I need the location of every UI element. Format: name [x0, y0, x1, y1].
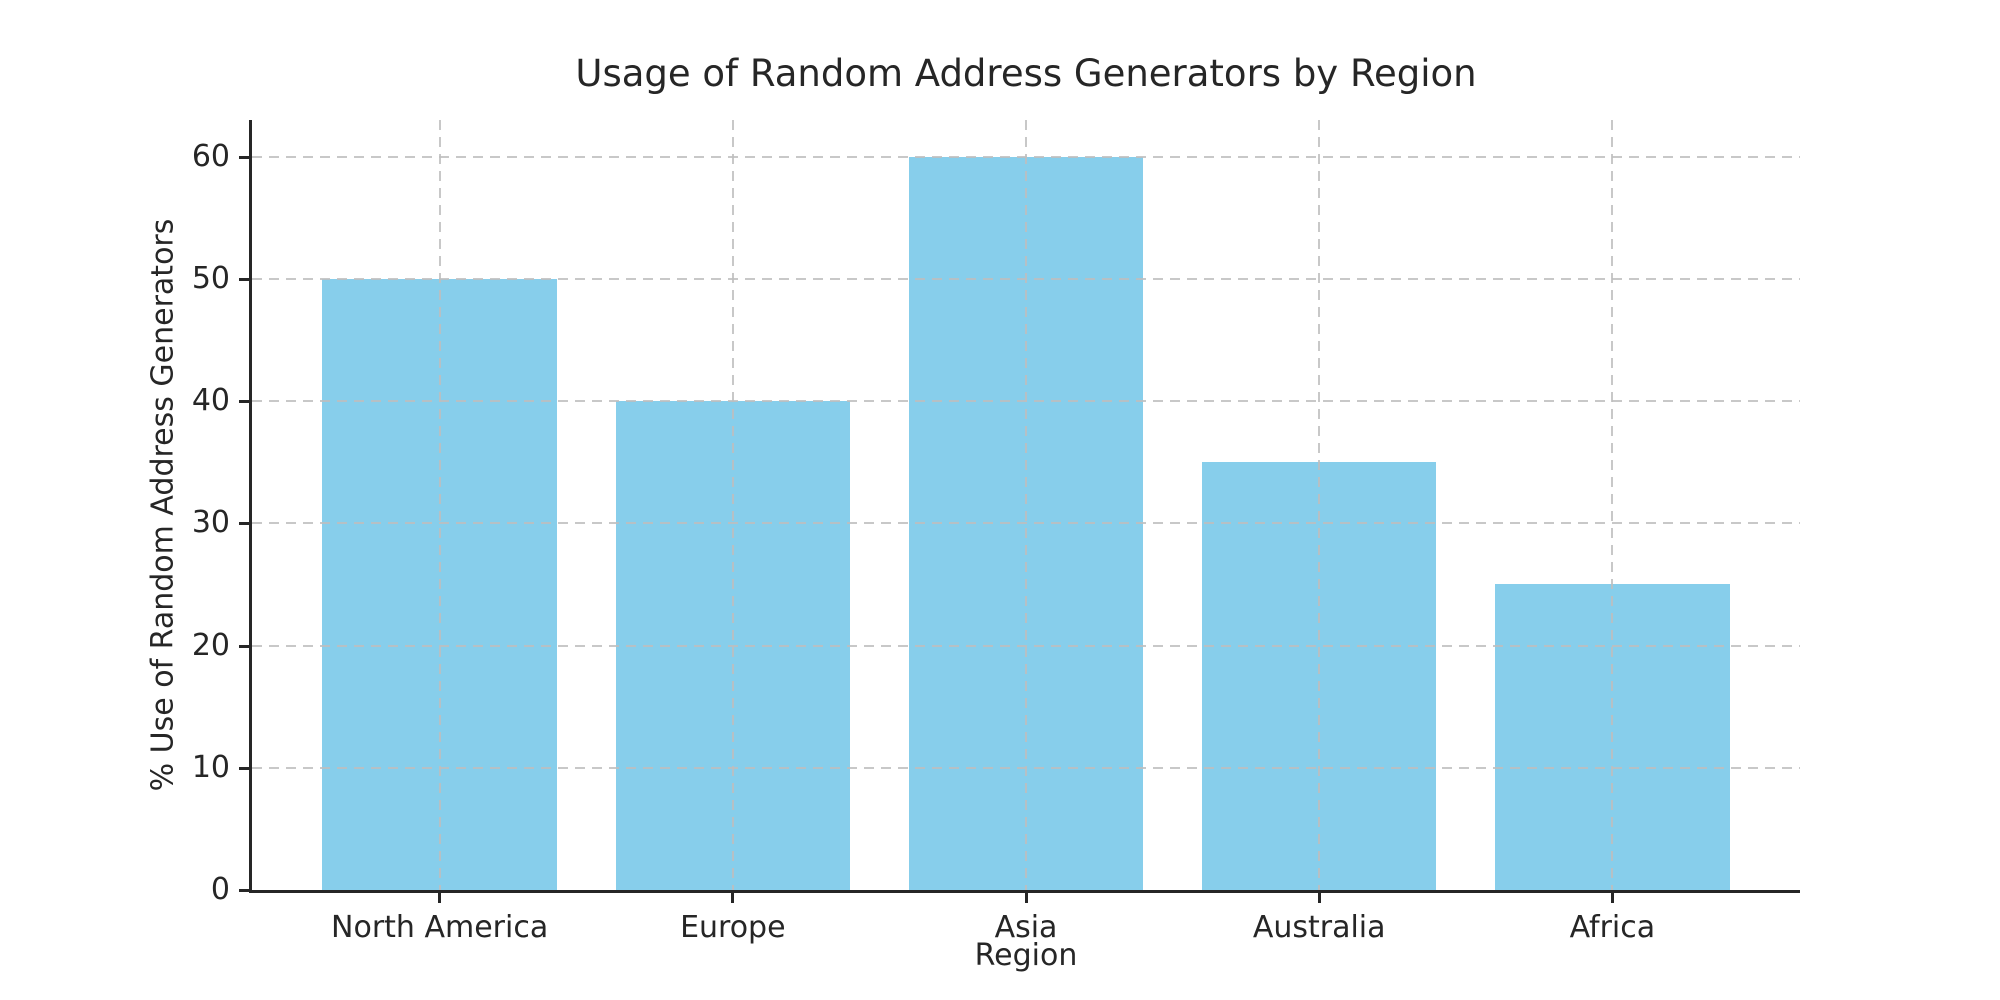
gridline-x-0: [438, 120, 441, 890]
gridline-x-4: [1611, 120, 1614, 890]
gridline-x-2: [1025, 120, 1027, 890]
x-tick-label-4: Africa: [1569, 910, 1656, 945]
y-tick-60: [239, 155, 249, 159]
x-axis-label: Region: [974, 938, 1078, 973]
x-tick-label-3: Australia: [1252, 910, 1386, 945]
x-tick-0: [438, 893, 442, 903]
y-tick-0: [239, 889, 249, 892]
x-axis-spine: [249, 890, 1800, 893]
x-tick-label-2: Asia: [994, 910, 1058, 945]
y-tick-label-30: 30: [191, 505, 230, 541]
chart-title: Usage of Random Address Generators by Re…: [575, 52, 1477, 95]
x-tick-3: [1317, 893, 1321, 903]
y-tick-20: [239, 644, 249, 648]
y-tick-label-0: 0: [210, 872, 230, 907]
x-tick-label-1: Europe: [680, 910, 786, 945]
y-axis-label: % Use of Random Address Generators: [145, 218, 181, 792]
gridline-x-3: [1318, 120, 1321, 890]
x-tick-4: [1610, 893, 1614, 903]
x-tick-2: [1024, 893, 1028, 903]
y-tick-label-60: 60: [191, 138, 230, 174]
y-axis-spine: [249, 120, 252, 893]
y-tick-10: [239, 766, 249, 770]
x-tick-label-0: North America: [331, 910, 549, 945]
y-tick-label-10: 10: [191, 749, 230, 785]
y-tick-label-50: 50: [191, 260, 230, 296]
y-tick-label-20: 20: [191, 627, 230, 663]
gridline-x-1: [731, 120, 734, 890]
y-tick-50: [239, 277, 249, 281]
y-tick-label-40: 40: [191, 383, 230, 419]
y-tick-30: [239, 522, 249, 526]
x-tick-1: [731, 893, 735, 903]
y-tick-40: [239, 400, 249, 404]
